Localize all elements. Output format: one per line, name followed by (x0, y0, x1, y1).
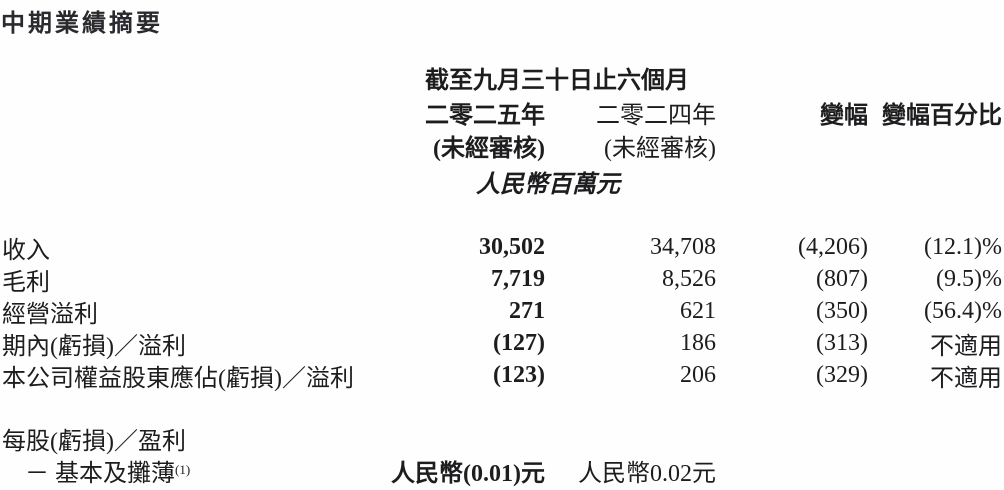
empty-cell (868, 161, 1002, 201)
unaudited-2024: (未經審核) (604, 135, 716, 162)
per-share-row-label: － 基本及攤薄 (1) (0, 454, 380, 487)
value-change-pct: (56.4)% (924, 297, 1002, 324)
column-header-change: 變幅 (820, 103, 868, 129)
empty-cell (716, 422, 868, 454)
empty-cell (868, 129, 1002, 161)
row-label: 期內(虧損)／溢利 (2, 333, 186, 360)
empty-cell (716, 454, 868, 486)
value-change-pct: (12.1)% (924, 233, 1002, 260)
empty-cell (0, 161, 380, 201)
value-2025: 7,719 (491, 265, 545, 292)
value-2025: 271 (509, 297, 545, 324)
value-2024: 8,526 (662, 265, 716, 292)
results-summary-table: 截至九月三十日止六個月 二零二五年 二零二四年 變幅 變幅百分比 (未經審核) … (0, 58, 1002, 487)
spacer (0, 391, 1002, 422)
empty-cell (868, 454, 1002, 486)
row-label: 本公司權益股東應佔(虧損)／溢利 (2, 365, 354, 392)
value-change-pct: (9.5)% (936, 265, 1002, 292)
page-title: 中期業績摘要 (1, 10, 163, 37)
value-2024: 621 (680, 297, 716, 324)
empty-cell (868, 58, 1002, 96)
value-2024: 34,708 (650, 233, 716, 260)
empty-cell (716, 129, 868, 161)
value-change: (350) (816, 297, 868, 324)
per-share-value-2024: 人民幣0.02元 (578, 460, 716, 487)
currency-note: 人民幣百萬元 (476, 171, 620, 198)
value-2025: 30,502 (479, 233, 545, 260)
period-header: 截至九月三十日止六個月 (425, 67, 689, 94)
row-label: 收入 (2, 237, 50, 264)
per-share-section-label: 每股(虧損)／盈利 (2, 428, 186, 455)
empty-cell (716, 58, 868, 96)
value-change: (807) (816, 265, 868, 292)
per-share-value-2025: 人民幣(0.01)元 (391, 460, 545, 487)
unaudited-2025: (未經審核) (433, 135, 545, 162)
empty-cell (868, 422, 1002, 454)
empty-cell (0, 96, 380, 129)
empty-cell (0, 58, 380, 96)
value-change: (313) (816, 329, 868, 356)
value-2025: (127) (493, 329, 545, 356)
empty-cell (0, 129, 380, 161)
value-change: (4,206) (798, 233, 868, 260)
value-2025: (123) (493, 361, 545, 388)
row-label: 毛利 (2, 269, 50, 296)
value-change: (329) (816, 361, 868, 388)
value-2024: 206 (680, 361, 716, 388)
column-header-2025: 二零二五年 (425, 103, 545, 129)
empty-cell (716, 161, 868, 201)
value-change-pct: 不適用 (930, 365, 1002, 392)
spacer (0, 201, 1002, 231)
per-share-row-label-text: － 基本及攤薄 (25, 460, 175, 487)
row-label: 經營溢利 (2, 301, 98, 328)
empty-cell (380, 422, 545, 454)
value-change-pct: 不適用 (930, 333, 1002, 360)
value-2024: 186 (680, 329, 716, 356)
empty-cell (545, 422, 716, 454)
column-header-2024: 二零二四年 (596, 103, 716, 129)
column-header-change-pct: 變幅百分比 (882, 103, 1002, 129)
